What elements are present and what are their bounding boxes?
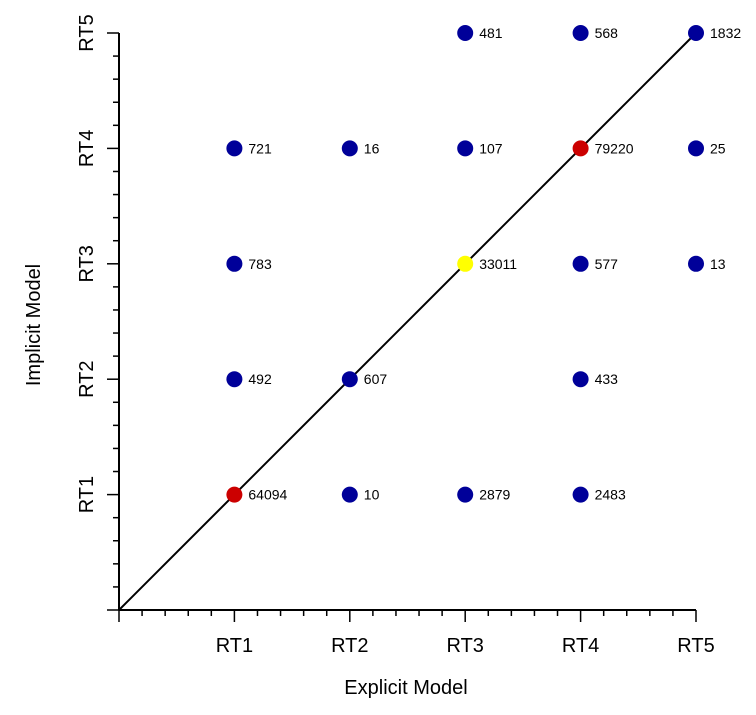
point-marker bbox=[688, 25, 704, 41]
point-label: 577 bbox=[595, 256, 619, 272]
point-marker bbox=[457, 25, 474, 41]
point-label: 33011 bbox=[479, 256, 517, 272]
data-point: 1832 bbox=[688, 25, 741, 41]
point-marker bbox=[572, 25, 589, 41]
point-label: 607 bbox=[364, 371, 388, 387]
point-label: 25 bbox=[710, 140, 726, 156]
point-marker bbox=[341, 140, 358, 157]
point-label: 64094 bbox=[248, 487, 287, 503]
data-point: 721 bbox=[226, 140, 272, 157]
y-tick-label: RT2 bbox=[76, 360, 98, 397]
data-point: 577 bbox=[572, 255, 619, 272]
data-point: 492 bbox=[226, 371, 272, 388]
point-label: 783 bbox=[248, 256, 272, 272]
point-label: 2879 bbox=[479, 487, 510, 503]
data-point: 79220 bbox=[572, 140, 634, 157]
data-point: 2483 bbox=[572, 486, 626, 503]
point-marker bbox=[688, 255, 704, 272]
point-label: 16 bbox=[364, 140, 380, 156]
point-marker bbox=[226, 255, 243, 272]
point-label: 721 bbox=[248, 140, 272, 156]
data-points: 64094 10 2879 2483 492 607 433 783 33011 577 13 721… bbox=[226, 25, 741, 503]
point-marker bbox=[226, 140, 243, 157]
point-marker bbox=[572, 255, 589, 272]
y-tick-label: RT5 bbox=[76, 14, 98, 51]
diagonal-line bbox=[118, 32, 697, 611]
point-marker bbox=[226, 486, 243, 503]
point-label: 13 bbox=[710, 256, 726, 272]
data-point: 33011 bbox=[457, 255, 517, 272]
x-tick-label: RT2 bbox=[331, 635, 368, 657]
point-marker bbox=[572, 371, 589, 388]
y-tick-label: RT3 bbox=[76, 245, 98, 282]
point-label: 2483 bbox=[595, 487, 626, 503]
point-label: 10 bbox=[364, 487, 380, 503]
point-label: 433 bbox=[595, 371, 619, 387]
point-marker bbox=[572, 486, 589, 503]
point-marker bbox=[457, 255, 474, 272]
point-label: 481 bbox=[479, 25, 503, 41]
data-point: 2879 bbox=[457, 486, 511, 503]
y-tick-label: RT4 bbox=[76, 130, 98, 167]
x-axis-title: Explicit Model bbox=[344, 677, 467, 699]
data-point: 13 bbox=[688, 255, 726, 272]
data-point: 10 bbox=[341, 486, 380, 503]
x-tick-label: RT4 bbox=[562, 635, 599, 657]
data-point: 25 bbox=[688, 140, 726, 157]
point-marker bbox=[341, 371, 358, 388]
point-marker bbox=[341, 486, 358, 503]
point-marker bbox=[688, 140, 704, 157]
point-marker bbox=[457, 140, 474, 157]
data-point: 16 bbox=[341, 140, 380, 157]
point-label: 492 bbox=[248, 371, 272, 387]
point-marker bbox=[457, 486, 474, 503]
data-point: 107 bbox=[457, 140, 503, 157]
x-axis-ticks: RT1 RT2 RT3 RT4 RT5 bbox=[118, 610, 715, 657]
point-marker bbox=[572, 140, 589, 157]
data-point: 783 bbox=[226, 255, 272, 272]
point-label: 568 bbox=[595, 25, 619, 41]
point-label: 1832 bbox=[710, 25, 741, 41]
data-point: 607 bbox=[341, 371, 388, 388]
y-tick-label: RT1 bbox=[76, 476, 98, 513]
x-tick-label: RT5 bbox=[677, 635, 714, 657]
x-tick-label: RT3 bbox=[446, 635, 483, 657]
point-label: 107 bbox=[479, 140, 503, 156]
data-point: 568 bbox=[572, 25, 619, 41]
point-marker bbox=[226, 371, 243, 388]
y-axis-ticks: RT1 RT2 RT3 RT4 RT5 bbox=[76, 14, 119, 611]
point-label: 79220 bbox=[595, 140, 634, 156]
data-point: 433 bbox=[572, 371, 619, 388]
axes bbox=[118, 32, 697, 611]
data-point: 64094 bbox=[226, 486, 288, 503]
x-tick-label: RT1 bbox=[216, 635, 253, 657]
y-axis-title: Implicit Model bbox=[23, 264, 45, 386]
data-point: 481 bbox=[457, 25, 503, 41]
